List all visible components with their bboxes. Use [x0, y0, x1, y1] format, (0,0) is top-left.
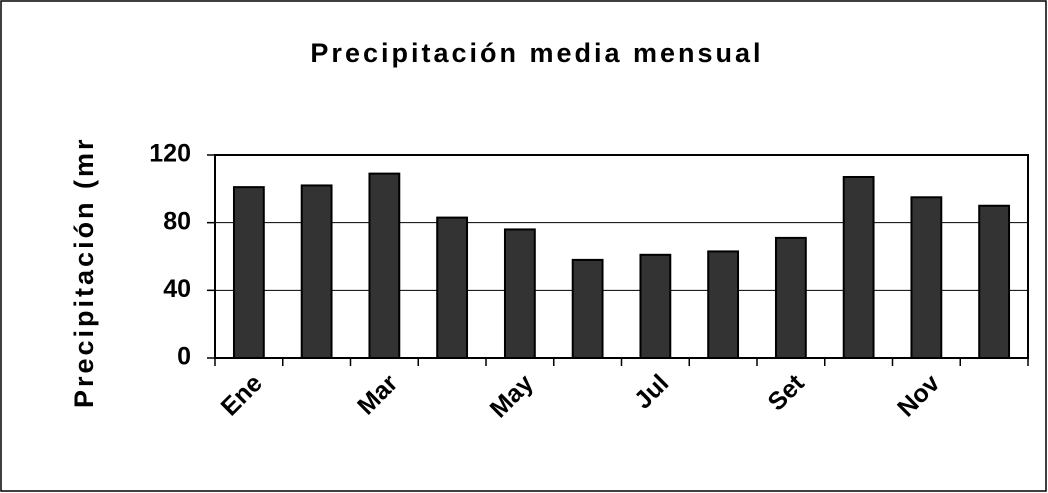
y-tick-label: 120 [149, 140, 191, 168]
bar [571, 258, 604, 359]
chart-title: Precipitación media mensual [310, 38, 763, 68]
bar [232, 186, 265, 359]
plot-area [215, 155, 1028, 358]
y-tick-label: 40 [163, 275, 191, 303]
y-tick-label: 80 [163, 207, 191, 235]
bar [639, 253, 672, 359]
bar [436, 216, 469, 359]
y-axis-title: Precipitación (mr [69, 136, 99, 408]
bar [978, 204, 1011, 359]
bar [707, 250, 740, 359]
bar [910, 196, 943, 359]
bar [368, 172, 401, 359]
y-tick-label: 0 [177, 343, 191, 371]
bar [774, 236, 807, 359]
bar [503, 228, 536, 359]
bar [842, 175, 875, 359]
bar [300, 184, 333, 359]
plot-border [214, 154, 1029, 359]
